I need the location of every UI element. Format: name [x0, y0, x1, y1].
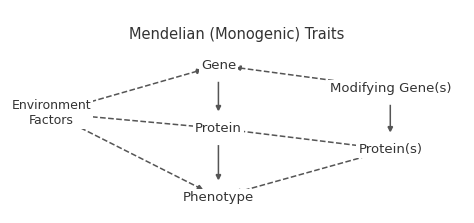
- FancyArrowPatch shape: [68, 115, 200, 128]
- FancyArrowPatch shape: [388, 105, 392, 131]
- Text: Protein: Protein: [195, 122, 242, 135]
- FancyArrowPatch shape: [66, 121, 202, 189]
- FancyArrowPatch shape: [237, 66, 374, 86]
- FancyArrowPatch shape: [216, 82, 220, 110]
- Text: Gene: Gene: [201, 59, 236, 72]
- Text: Modifying Gene(s): Modifying Gene(s): [329, 82, 451, 95]
- Text: Protein(s): Protein(s): [358, 143, 422, 156]
- Text: Phenotype: Phenotype: [183, 191, 254, 204]
- Text: Environment
Factors: Environment Factors: [11, 99, 91, 127]
- Text: Mendelian (Monogenic) Traits: Mendelian (Monogenic) Traits: [129, 27, 345, 42]
- FancyArrowPatch shape: [216, 145, 220, 179]
- FancyArrowPatch shape: [67, 69, 201, 108]
- FancyArrowPatch shape: [237, 129, 374, 147]
- FancyArrowPatch shape: [236, 154, 374, 193]
